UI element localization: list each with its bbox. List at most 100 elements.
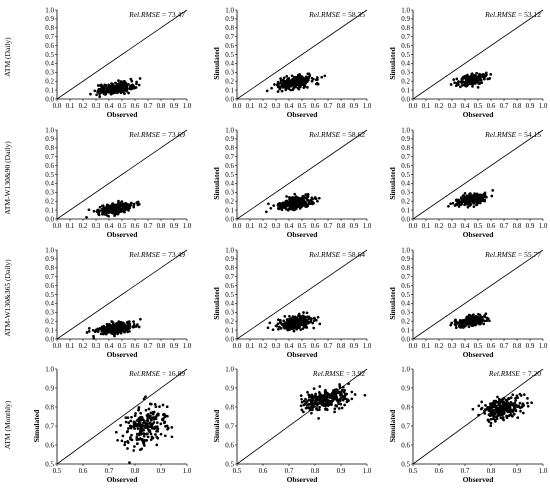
x-tick-label: 0.4 [461, 222, 470, 230]
scatter-point [488, 406, 492, 410]
panel-1-0: 0.00.00.10.10.20.20.30.30.40.40.50.50.60… [45, 126, 192, 239]
scatter-point [476, 80, 480, 84]
scatter-point [314, 399, 317, 403]
x-tick-label: 0.8 [337, 342, 346, 350]
x-tick-label: 1.0 [183, 222, 192, 230]
panel-3-1: 0.50.5 0.6 0.6 0.7 0.7 0.8 0.8 0.9 0.9 1.0 1.0 Obse… [212, 365, 372, 484]
scatter-point [127, 203, 131, 206]
x-tick-label: 0.3 [448, 102, 457, 110]
scatter-point [343, 388, 346, 392]
scatter-point [125, 88, 129, 92]
scatter-point [136, 427, 140, 430]
x-tick-label: 0.1 [246, 342, 255, 350]
scatter-point [139, 317, 142, 321]
scatter-point [124, 416, 128, 419]
scatter-point [295, 324, 298, 328]
scatter-point [143, 424, 147, 427]
scatter-point [119, 91, 123, 95]
scatter-point [502, 396, 506, 400]
scatter-point [278, 325, 281, 329]
scatter-point [142, 442, 146, 446]
scatter-point [492, 403, 496, 406]
rmse-annotation: Rel.RMSE = 3.92 [312, 369, 365, 378]
scatter-point [117, 79, 120, 82]
scatter-point [156, 412, 160, 416]
scatter-point [289, 84, 293, 88]
y-tick-label: 0.3 [401, 189, 410, 197]
y-tick-label: 0.7 [401, 273, 410, 281]
scatter-point [454, 319, 457, 323]
y-tick-label: 0.7 [225, 273, 234, 281]
scatter-point [341, 388, 344, 392]
scatter-point [312, 202, 315, 205]
y-axis-label: Simulated [388, 46, 397, 79]
scatter-point [483, 191, 487, 195]
scatter-point [335, 391, 339, 394]
x-tick-label: 0.6 [435, 467, 444, 475]
x-tick-label: 0.0 [233, 342, 242, 350]
scatter-point [455, 202, 458, 206]
scatter-point [298, 199, 301, 202]
scatter-point [501, 403, 505, 407]
y-tick-label: 0.9 [225, 135, 234, 143]
scatter-point [132, 320, 135, 323]
row-label-0: ATM (Daily) [3, 37, 12, 77]
scatter-point [161, 403, 165, 407]
x-tick-label: 0.7 [324, 342, 333, 350]
scatter-point [289, 207, 293, 211]
x-tick-label: 0.5 [298, 342, 307, 350]
scatter-point [130, 433, 133, 437]
y-tick-label: 0.5 [225, 291, 234, 299]
scatter-point [477, 413, 480, 417]
scatter-point [307, 76, 310, 80]
x-tick-label: 1.0 [539, 467, 548, 475]
y-axis-label: Simulated [388, 409, 397, 442]
scatter-point [472, 193, 476, 197]
scatter-point [103, 327, 107, 330]
y-tick-label: 0.4 [45, 60, 54, 68]
scatter-point [315, 406, 318, 410]
x-tick-label: 0.2 [79, 222, 88, 230]
scatter-point [111, 325, 115, 329]
scatter-points [114, 395, 174, 464]
scatter-point [526, 397, 529, 400]
rmse-key: Rel.RMSE [488, 369, 520, 378]
scatter-point [164, 425, 167, 428]
scatter-point [476, 86, 480, 89]
scatter-point [517, 404, 521, 408]
scatter-point [137, 408, 140, 412]
x-tick-label: 0.8 [157, 102, 166, 110]
scatter-point [342, 397, 346, 401]
scatter-point [464, 76, 468, 79]
scatter-point [119, 89, 122, 92]
scatter-point [304, 406, 308, 410]
scatter-point [146, 413, 150, 417]
scatter-point [323, 394, 327, 398]
scatter-point [165, 405, 169, 409]
scatter-point [508, 408, 512, 411]
y-tick-label: 0.1 [401, 326, 410, 334]
scatter-point [105, 213, 109, 217]
scatter-point [459, 85, 462, 89]
scatter-point [489, 417, 493, 421]
x-tick-label: 1.0 [363, 102, 372, 110]
scatter-point [503, 409, 506, 413]
scatter-points [85, 317, 142, 340]
scatter-point [343, 403, 346, 407]
scatter-point [339, 402, 343, 406]
scatter-point [110, 205, 113, 208]
scatter-point [302, 311, 305, 314]
scatter-point [462, 194, 466, 198]
scatter-point [297, 203, 300, 206]
scatter-point [144, 395, 147, 399]
y-tick-label: 0.2 [401, 198, 410, 206]
scatter-point [302, 198, 305, 202]
scatter-point [280, 207, 283, 211]
scatter-point [138, 424, 142, 427]
scatter-point [125, 202, 129, 206]
rmse-annotation: Rel.RMSE = 73.49 [128, 250, 185, 259]
x-tick-label: 0.2 [259, 222, 268, 230]
scatter-point [130, 438, 134, 442]
scatter-point [307, 398, 311, 402]
scatter-point [504, 398, 508, 402]
